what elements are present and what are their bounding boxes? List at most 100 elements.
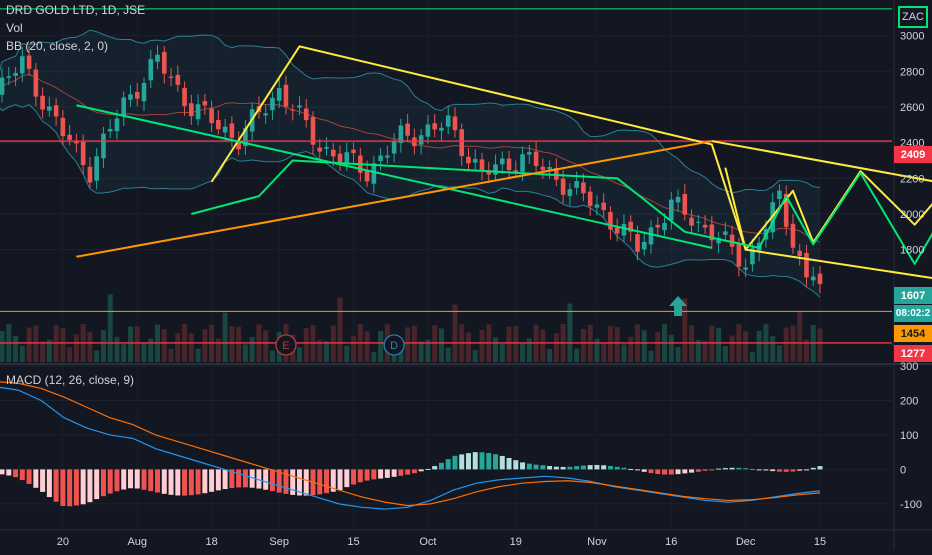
time-tick-label: Oct [419, 536, 436, 548]
candle-body [472, 158, 478, 163]
candle-body [520, 154, 525, 172]
candle-body [682, 194, 688, 215]
candle-body [263, 113, 268, 116]
volume-bar [729, 335, 735, 362]
volume-bar [202, 329, 208, 362]
candle-body [161, 51, 167, 74]
volume-bar [296, 347, 302, 362]
volume-bar [175, 333, 181, 362]
macd-histogram-bar [547, 465, 553, 470]
macd-histogram-bar [195, 469, 201, 495]
macd-legend: MACD (12, 26, close, 9) [6, 373, 135, 387]
macd-histogram-bar [80, 469, 86, 505]
macd-histogram-bar [709, 469, 715, 471]
volume-bar [472, 350, 478, 362]
macd-histogram-bar [188, 469, 194, 496]
macd-histogram-bar [378, 469, 384, 479]
time-tick-label: Aug [127, 536, 147, 548]
macd-histogram-bar [736, 467, 742, 470]
macd-histogram-bar [148, 469, 154, 492]
candle-body [608, 212, 613, 230]
candle-body [6, 76, 12, 78]
symbol-badge-label: ZAC [902, 11, 924, 23]
volume-bar [371, 351, 377, 362]
candle-body [574, 181, 579, 188]
volume-bar [73, 334, 79, 362]
macd-histogram-bar [215, 469, 221, 491]
price-badge-last: 1607 [894, 287, 932, 304]
candle-body [141, 82, 147, 102]
candle-body [777, 190, 782, 200]
macd-histogram-bar [330, 469, 336, 492]
candle-body [513, 170, 519, 173]
macd-histogram-bar [520, 462, 526, 470]
macd-histogram-bar [249, 469, 255, 488]
candle-body [689, 217, 694, 226]
candle-body [378, 155, 383, 162]
candle-body [398, 125, 404, 143]
candle-body [439, 127, 444, 131]
dividend-marker[interactable]: D [383, 334, 405, 356]
symbol-badge[interactable]: ZAC [898, 6, 928, 28]
macd-histogram-bar [743, 468, 749, 470]
candle-body [128, 94, 133, 100]
macd-histogram-bar [459, 454, 465, 470]
volume-bar [628, 336, 634, 362]
macd-histogram-bar [776, 469, 782, 472]
candle-body [479, 159, 485, 171]
volume-bar [229, 326, 235, 362]
volume-bar [648, 350, 654, 362]
candle-body [594, 204, 600, 208]
macd-histogram-bar [13, 469, 19, 478]
candle-body [425, 124, 431, 137]
bollinger-upper [0, 29, 821, 194]
candle-body [344, 152, 350, 165]
macd-histogram-bar [722, 468, 728, 470]
volume-bar [418, 341, 424, 362]
volume-bar [107, 294, 113, 362]
earnings-marker[interactable]: E [275, 334, 297, 356]
volume-bar [351, 335, 357, 362]
time-tick-label: 20 [57, 536, 69, 548]
candle-body [53, 105, 59, 117]
candle-body [20, 56, 25, 74]
macd-histogram-bar [614, 466, 620, 470]
candle-body [804, 252, 809, 278]
volume-bar [425, 339, 431, 362]
macd-histogram-bar [127, 469, 133, 489]
time-tick-label: 15 [347, 536, 359, 548]
macd-histogram-bar [567, 466, 573, 470]
candle-body [743, 267, 748, 270]
macd-histogram-bar [67, 469, 73, 507]
macd-histogram-bar [580, 465, 586, 470]
macd-histogram-bar [574, 466, 580, 470]
macd-histogram-bar [141, 469, 147, 490]
candle-body [222, 126, 228, 133]
macd-histogram-bar [236, 469, 242, 488]
volume-bar [567, 303, 573, 362]
candle-body [587, 191, 593, 207]
candle-body [445, 115, 451, 127]
chart-title: DRD GOLD LTD, 1D, JSE [6, 3, 146, 17]
macd-histogram-bar [26, 469, 32, 484]
macd-histogram-bar [560, 466, 566, 470]
candle-body [47, 106, 52, 111]
volume-bar [405, 327, 411, 362]
volume-bar [364, 331, 370, 362]
macd-histogram-bar [121, 469, 127, 490]
candle-body [567, 189, 573, 197]
macd-histogram-bar [695, 469, 701, 472]
macd-histogram-bar [655, 469, 661, 475]
candle-body [121, 97, 127, 117]
candle-body [94, 156, 99, 181]
candle-body [628, 221, 634, 232]
candle-body [351, 149, 356, 154]
macd-histogram-bar [256, 469, 262, 489]
candle-body [499, 158, 505, 165]
volume-bar [269, 350, 275, 362]
time-tick-label: 16 [665, 536, 677, 548]
volume-bar [438, 328, 444, 362]
macd-histogram-bar [675, 469, 681, 475]
volume-bar [94, 350, 100, 362]
